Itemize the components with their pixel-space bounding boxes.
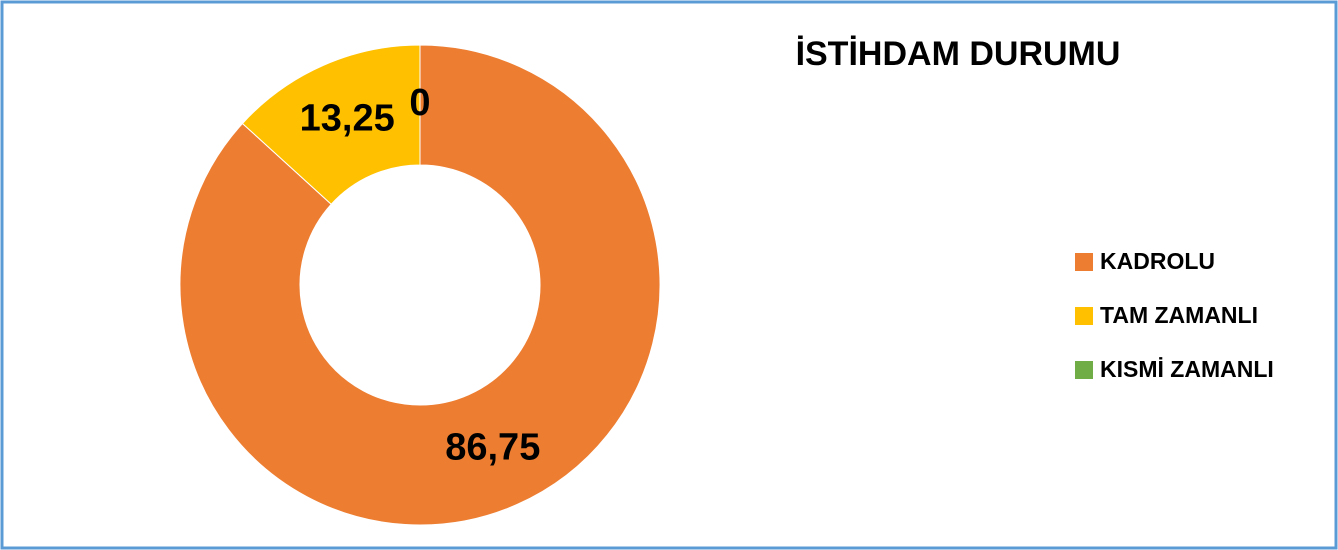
donut-segment bbox=[179, 44, 661, 526]
chart-title: İSTİHDAM DURUMU bbox=[796, 35, 1121, 73]
data-label: 86,75 bbox=[445, 427, 540, 469]
data-label: 0 bbox=[409, 82, 430, 124]
legend-swatch bbox=[1075, 307, 1093, 325]
legend-label: KADROLU bbox=[1100, 248, 1215, 274]
legend-swatch bbox=[1075, 253, 1093, 271]
legend-label: KISMİ ZAMANLI bbox=[1100, 356, 1274, 382]
legend-swatch bbox=[1075, 361, 1093, 379]
data-label: 13,25 bbox=[300, 97, 395, 139]
donut-segment bbox=[241, 44, 421, 205]
legend-label: TAM ZAMANLI bbox=[1100, 302, 1258, 328]
